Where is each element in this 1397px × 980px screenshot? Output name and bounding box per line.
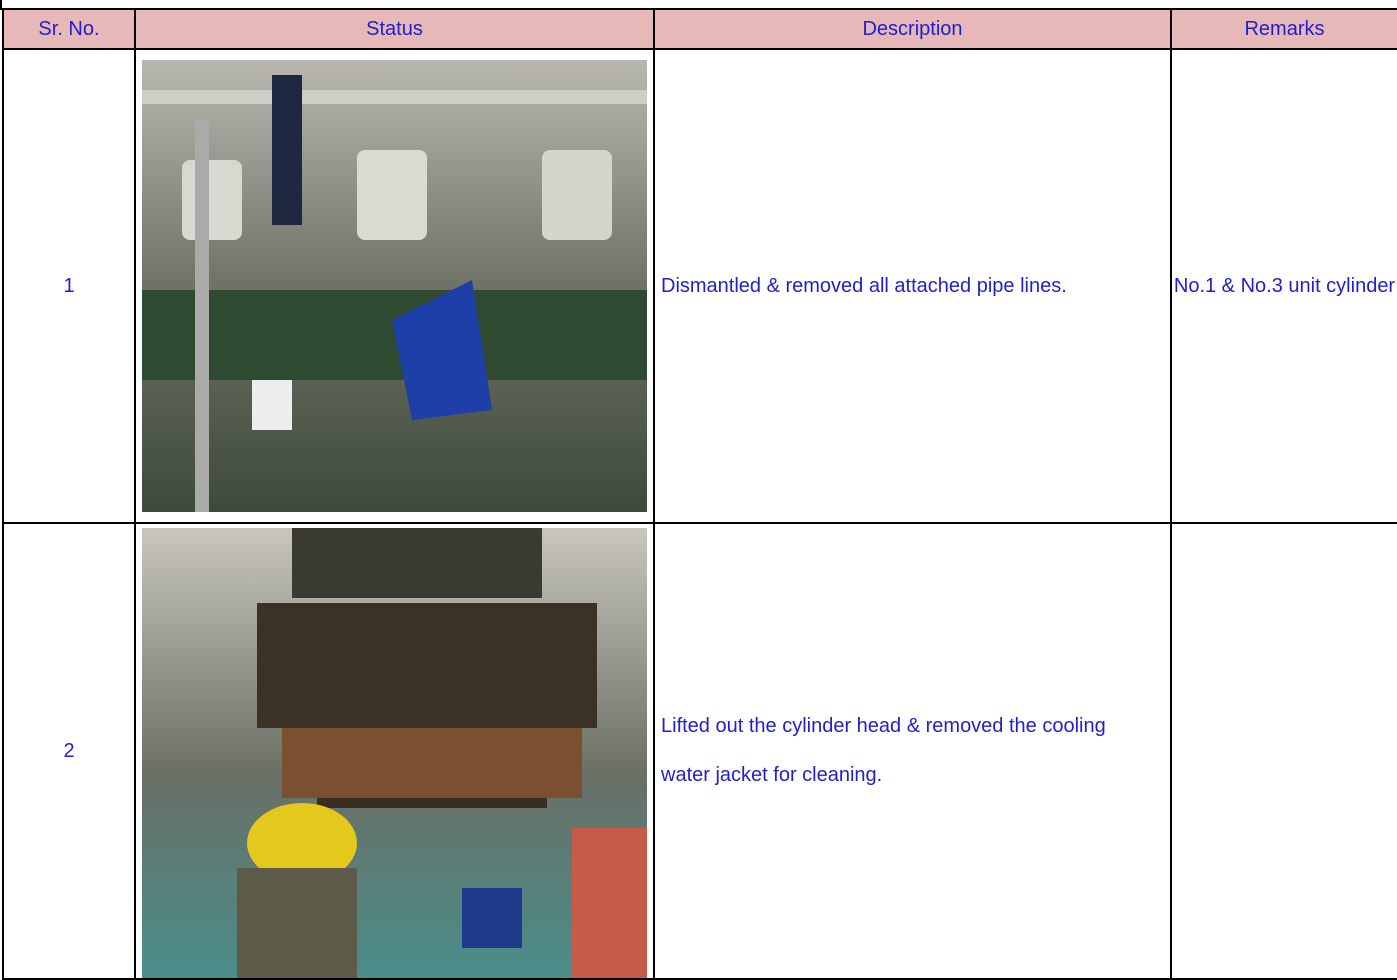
header-cell: Remarks xyxy=(1170,8,1397,50)
sr-cell: 2 xyxy=(2,522,136,980)
status-table: Sr. No. Status Description Remarks 1 xyxy=(2,8,1397,980)
remarks-cell: No.1 & No.3 unit cylinder xyxy=(1170,48,1397,524)
status-cell xyxy=(134,48,655,524)
header-cell: Sr. No. xyxy=(2,8,136,50)
description-cell: Dismantled & removed all attached pipe l… xyxy=(653,48,1172,524)
photo xyxy=(142,60,647,512)
description-cell: Lifted out the cylinder head & removed t… xyxy=(653,522,1172,980)
header-row: Sr. No. Status Description Remarks xyxy=(2,8,1397,50)
row: 1 Dismant xyxy=(2,48,1397,524)
status-cell xyxy=(134,522,655,980)
header-cell: Description xyxy=(653,8,1172,50)
row: 2 Lifted out the cylin xyxy=(2,522,1397,980)
header-cell: Status xyxy=(134,8,655,50)
border xyxy=(0,0,2,10)
photo xyxy=(142,528,647,978)
sr-cell: 1 xyxy=(2,48,136,524)
remarks-cell xyxy=(1170,522,1397,980)
